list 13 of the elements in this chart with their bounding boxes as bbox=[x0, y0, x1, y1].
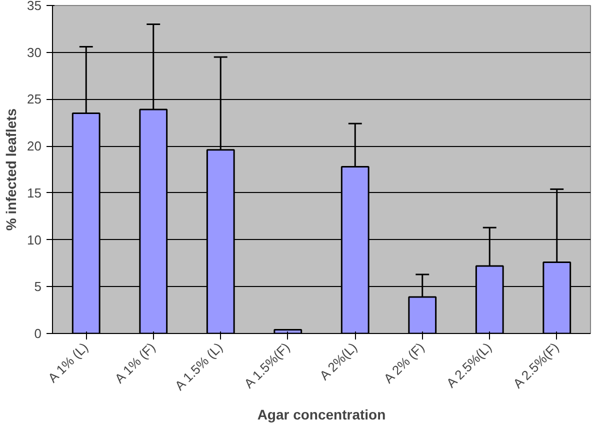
x-axis-title: Agar concentration bbox=[257, 406, 386, 423]
y-tick-label: 20 bbox=[27, 138, 42, 154]
y-tick-label: 30 bbox=[27, 44, 42, 60]
y-tick-label: 25 bbox=[27, 92, 42, 107]
y-tick-label: 35 bbox=[27, 0, 42, 13]
y-tick-label: 15 bbox=[27, 185, 42, 200]
x-tick-label: A 2% (F) bbox=[380, 340, 428, 386]
x-tick-label: A 1% (F) bbox=[112, 340, 158, 386]
y-tick-label: 0 bbox=[34, 326, 42, 341]
x-tick-label: A 1% (L) bbox=[45, 340, 91, 386]
y-tick-label: 10 bbox=[27, 232, 42, 248]
y-axis-title: % infected leaflets bbox=[3, 108, 20, 231]
y-tick-label: 5 bbox=[34, 279, 42, 294]
